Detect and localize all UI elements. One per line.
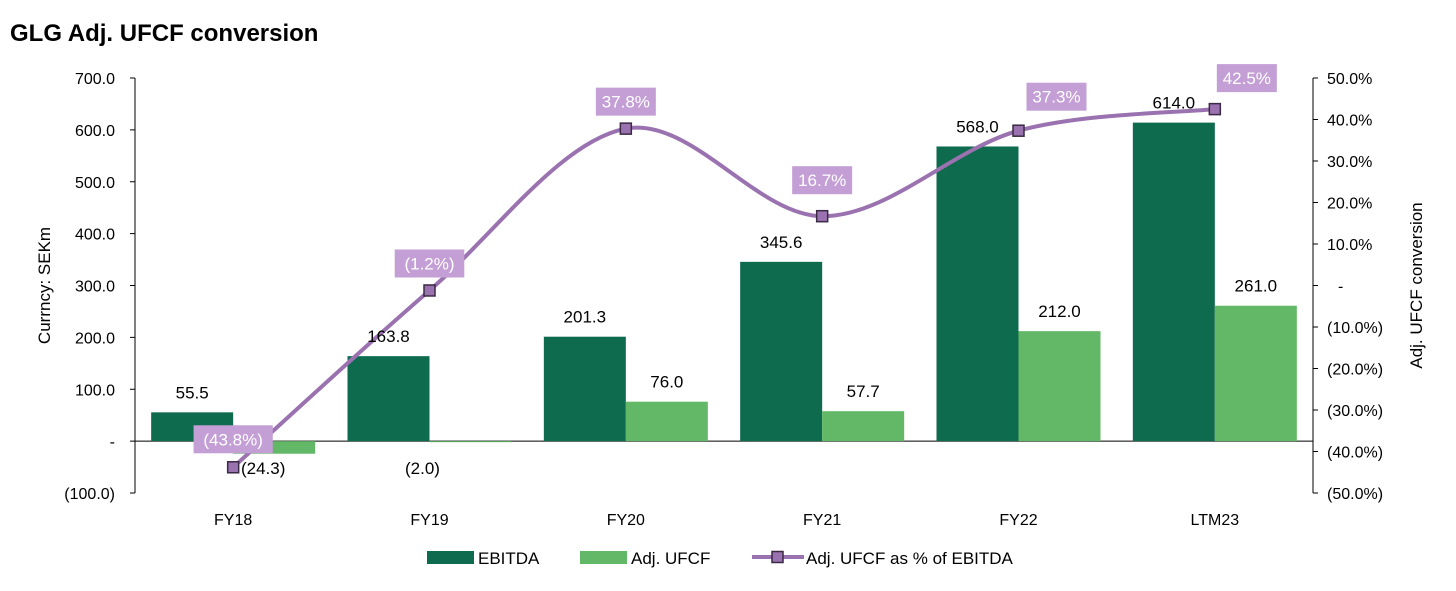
ufcf-label: (24.3) [241, 459, 285, 478]
ufcf-bar [822, 411, 905, 442]
right-tick-label: (40.0%) [1327, 445, 1383, 462]
conversion-label-box [792, 166, 853, 195]
conversion-line [226, 102, 1222, 474]
x-tick-label: LTM23 [1191, 512, 1240, 529]
legend-ufcf-swatch [580, 551, 627, 564]
x-tick-label: FY20 [607, 512, 645, 529]
right-tick-label: - [1338, 279, 1343, 296]
right-tick-label: 50.0% [1327, 71, 1372, 88]
ebitda-label: 201.3 [564, 308, 607, 327]
legend-line-marker [771, 550, 784, 564]
left-tick-label: 300.0 [75, 279, 115, 296]
x-tick-label: FY19 [410, 512, 448, 529]
x-tick-label: FY21 [803, 512, 841, 529]
right-tick-label: (10.0%) [1327, 320, 1383, 337]
left-tick-label: - [110, 434, 115, 451]
legend-ufcf-label: Adj. UFCF [631, 549, 710, 568]
left-tick-label: 500.0 [75, 175, 115, 192]
right-tick-label: 40.0% [1327, 113, 1372, 130]
x-tick-label: FY18 [214, 512, 252, 529]
y2-axis-title: Adj. UFCF conversion [1407, 202, 1426, 368]
ufcf-label: 76.0 [650, 373, 683, 392]
conversion-label: 37.8% [602, 93, 650, 112]
ebitda-label: 614.0 [1153, 94, 1196, 113]
ebitda-label: 345.6 [760, 233, 803, 252]
legend-ebitda-label: EBITDA [478, 549, 540, 568]
conversion-label-box [1216, 64, 1277, 93]
conversion-label-box [394, 249, 465, 278]
conversion-label: 42.5% [1223, 69, 1271, 88]
conversion-marker [815, 209, 829, 223]
conversion-marker [423, 284, 436, 297]
ufcf-bar [1018, 331, 1101, 442]
conversion-marker [226, 461, 240, 474]
conversion-label: 37.3% [1032, 88, 1080, 107]
left-tick-label: 100.0 [75, 382, 115, 399]
left-tick-label: 600.0 [75, 123, 115, 140]
right-tick-label: 30.0% [1327, 154, 1372, 171]
chart-title: GLG Adj. UFCF conversion [10, 20, 319, 47]
ebitda-bar [347, 356, 430, 442]
conversion-marker [1012, 124, 1025, 137]
x-tick-label: FY22 [999, 512, 1037, 529]
left-tick-label: 700.0 [75, 71, 115, 88]
ebitda-label: 55.5 [176, 383, 209, 402]
ebitda-bar [740, 261, 823, 442]
data-labels: 55.5 (24.3) 163.8 (2.0) 201.3 76.0 345.6 57.7 56… [176, 64, 1277, 478]
ebitda-bar [543, 336, 626, 442]
ufcf-label: 261.0 [1235, 277, 1278, 296]
conversion-marker [619, 122, 633, 135]
right-tick-label: (50.0%) [1327, 486, 1383, 503]
conversion-label: (43.8%) [203, 430, 263, 449]
right-tick-label: (20.0%) [1327, 362, 1383, 379]
right-tick-label: (30.0%) [1327, 403, 1383, 420]
bars [151, 122, 1297, 454]
ufcf-label: 212.0 [1038, 302, 1081, 321]
conversion-label: 16.7% [798, 171, 846, 190]
left-tick-label: 200.0 [75, 330, 115, 347]
ebitda-bar [936, 146, 1019, 442]
y-axis-title: Currncy: SEKm [35, 227, 54, 344]
legend: EBITDA Adj. UFCF Adj. UFCF as % of EBITDA [427, 549, 1014, 568]
right-tick-label: 20.0% [1327, 196, 1372, 213]
ebitda-label: 163.8 [367, 327, 410, 346]
left-tick-label: 400.0 [75, 227, 115, 244]
legend-line-label: Adj. UFCF as % of EBITDA [806, 549, 1014, 568]
ufcf-bar [1214, 305, 1297, 442]
ufcf-label: (2.0) [405, 459, 440, 478]
conversion-marker [1208, 102, 1222, 116]
conversion-label-box [193, 425, 273, 454]
ufcf-bar [625, 401, 708, 442]
conversion-label-box [595, 87, 656, 116]
axes: 700.0 600.0 500.0 400.0 300.0 200.0 100.0 - (100… [35, 71, 1426, 529]
ebitda-label: 568.0 [956, 117, 999, 136]
legend-ebitda-swatch [427, 551, 474, 564]
conversion-label: (1.2%) [404, 254, 454, 273]
conversion-label-box [1026, 82, 1087, 111]
ufcf-label: 57.7 [847, 382, 880, 401]
ebitda-bar [1132, 122, 1215, 442]
left-tick-label: (100.0) [64, 486, 115, 503]
right-tick-label: 10.0% [1327, 237, 1372, 254]
conversion-line-path [231, 107, 1216, 469]
ufcf-bar [429, 441, 512, 443]
